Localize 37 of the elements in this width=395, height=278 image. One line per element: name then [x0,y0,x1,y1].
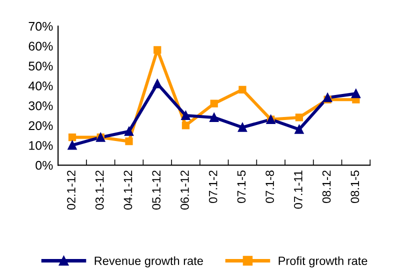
x-tick-label: 02.1-12 [67,170,76,210]
y-tick-label: 10% [29,141,53,150]
y-tick-label: 20% [28,121,53,130]
x-tick-label: 04.1-12 [124,170,132,210]
point [68,134,76,142]
y-tick-label: 40% [28,82,53,90]
point [295,114,304,122]
point [125,137,133,146]
x-tick-label: 05.1-12 [152,170,161,210]
y-tick-label: 30% [28,101,53,110]
x-tick-label: 07.1-11 [294,170,302,209]
y-tick-label: 0% [36,160,53,170]
point [238,122,247,132]
y-tick-label: 60% [28,42,53,51]
point [124,126,134,136]
x-tick-label: 07.1-5 [237,170,246,204]
point [294,124,304,134]
y-tick-label: 50% [28,62,53,70]
point [68,140,77,150]
point [210,100,218,108]
point [238,86,246,94]
y-tick-label: 70% [28,22,53,31]
legend-label: Profit growth rate [278,256,368,268]
x-tick-label: 07.1-2 [208,170,218,204]
point [181,110,190,120]
point [182,122,190,130]
x-tick-label: 08.1-5 [350,170,360,204]
point [210,112,219,122]
x-tick-label: 08.1-2 [322,170,331,204]
point [154,46,162,54]
x-tick-label: 03.1-12 [95,170,104,210]
legend-label: Revenue growth rate [94,256,203,268]
x-tick-label: 06.1-12 [180,170,189,210]
point [323,93,332,102]
x-tick-label: 07.1-8 [266,170,274,204]
point [351,89,360,98]
point [152,79,162,88]
